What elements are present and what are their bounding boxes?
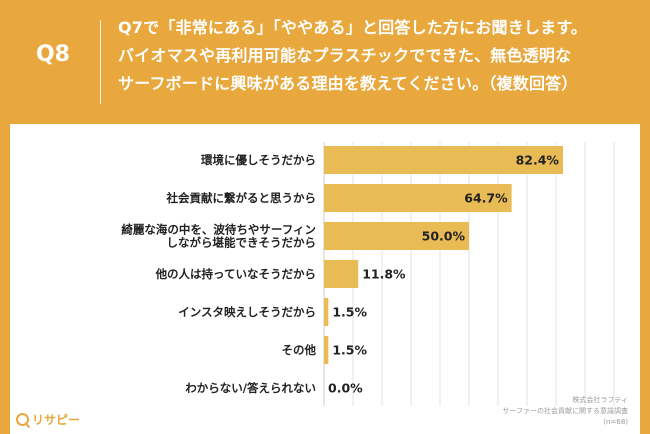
question-line: バイオマスや再利用可能なプラスチックでできた、無色透明な — [118, 46, 572, 65]
value-label: 50.0% — [422, 229, 466, 244]
header: Q8 Q7で「非常にある」「ややある」と回答した方にお聞きします。 バイオマスや… — [0, 0, 650, 124]
brand-name: リサピー — [32, 413, 81, 427]
question-line: Q7で「非常にある」「ややある」と回答した方にお聞きします。 — [118, 18, 588, 37]
value-label: 0.0% — [328, 381, 363, 396]
bar — [324, 222, 469, 250]
category-label-line: 環境に優しそうだから — [201, 153, 316, 167]
brand-logo: リサピー — [16, 411, 80, 428]
value-label: 1.5% — [332, 305, 367, 320]
category-label: その他 — [282, 343, 317, 357]
category-label: 社会貢献に繋がると思うから — [166, 191, 317, 205]
category-label: わからない/答えられない — [185, 381, 316, 395]
credit-line: サーファーの社会貢献に関する意識調査 — [502, 407, 628, 415]
category-label: 環境に優しそうだから — [201, 153, 316, 167]
bar — [324, 146, 563, 174]
header-divider — [100, 20, 101, 104]
category-label-line: その他 — [282, 343, 317, 357]
value-label: 1.5% — [332, 343, 367, 358]
category-label-line: 社会貢献に繋がると思うから — [166, 191, 317, 205]
bar — [324, 298, 329, 326]
category-label-line: インスタ映えしそうだから — [178, 305, 316, 319]
bar — [324, 336, 329, 364]
category-label: 綺麗な海の中を、波待ちやサーフィンしながら堪能できそうだから — [121, 223, 316, 250]
category-label-line: 綺麗な海の中を、波待ちやサーフィン — [121, 223, 316, 237]
category-label-line: わからない/答えられない — [185, 381, 316, 395]
credit-line: (n=68) — [603, 418, 628, 426]
credit-line: 株式会社ラフティ — [572, 396, 628, 404]
bar — [324, 184, 512, 212]
bar-chart: 環境に優しそうだから 82.4% 社会貢献に繋がると思うから 64.7% 綺麗な海の中を… — [121, 142, 615, 406]
bar — [324, 260, 359, 288]
value-label: 11.8% — [362, 267, 406, 282]
value-label: 82.4% — [516, 153, 560, 168]
question-line: サーフボードに興味がある理由を教えてください。（複数回答） — [118, 74, 578, 93]
chart-panel: 環境に優しそうだから 82.4% 社会貢献に繋がると思うから 64.7% 綺麗な海の中を… — [10, 124, 640, 434]
category-label-line: 他の人は持っていなそうだから — [155, 267, 316, 281]
category-label: 他の人は持っていなそうだから — [155, 267, 316, 281]
category-label: インスタ映えしそうだから — [178, 305, 316, 319]
value-label: 64.7% — [464, 191, 508, 206]
question-text: Q7で「非常にある」「ややある」と回答した方にお聞きします。 バイオマスや再利用… — [118, 14, 638, 98]
source-credit: 株式会社ラフティ サーファーの社会貢献に関する意識調査 (n=68) — [502, 395, 628, 428]
category-label-line: しながら堪能できそうだから — [167, 236, 317, 250]
magnifier-logo-icon — [16, 413, 29, 426]
question-number: Q8 — [35, 42, 70, 67]
